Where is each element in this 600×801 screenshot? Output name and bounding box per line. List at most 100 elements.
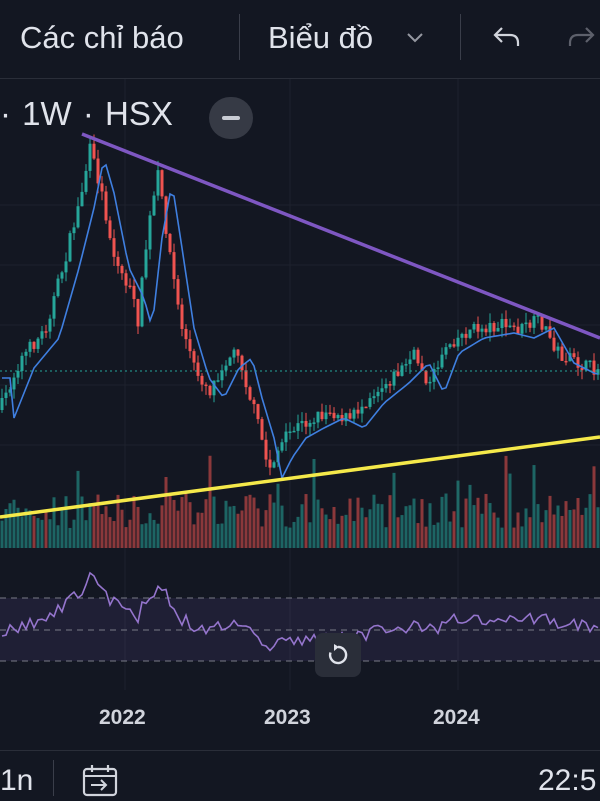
candle-body [492, 323, 496, 332]
candle-body [380, 388, 384, 392]
candle-body [532, 316, 536, 328]
toolbar-divider [460, 14, 461, 60]
candle-body [256, 404, 260, 420]
chart-type-button[interactable]: Biểu đồ [268, 20, 374, 55]
resistance-trendline[interactable] [81, 132, 600, 340]
volume-bar [516, 512, 520, 548]
volume-bar [448, 521, 452, 548]
volume-bar [164, 476, 168, 548]
symbol-legend[interactable]: · 1W · HSX [0, 95, 175, 133]
candle-body [120, 265, 124, 274]
volume-bar [244, 496, 248, 548]
calendar-goto-icon[interactable] [82, 763, 120, 797]
candle-body [84, 170, 88, 192]
volume-bar [520, 526, 524, 548]
candle-body [464, 333, 468, 338]
candle-body [572, 353, 576, 358]
candle-body [356, 409, 360, 414]
volume-bar [116, 494, 120, 548]
candle-body [548, 326, 552, 338]
candle-body [80, 191, 84, 207]
candle-body [312, 422, 316, 424]
volume-bar [424, 526, 428, 548]
candle-body [188, 339, 192, 352]
volume-bar [104, 506, 108, 548]
volume-bar [268, 494, 272, 548]
volume-bar [64, 496, 68, 548]
candle-body [432, 368, 436, 382]
volume-bar [124, 527, 128, 548]
volume-bar [60, 507, 64, 548]
candle-body [452, 344, 456, 347]
volume-bar [100, 514, 104, 548]
bottombar-divider [53, 760, 54, 796]
chevron-down-icon[interactable] [406, 32, 424, 44]
volume-bar [564, 501, 568, 548]
candle-body [196, 362, 200, 376]
volume-bar [180, 497, 184, 548]
volume-bar [276, 483, 280, 548]
candle-body [564, 360, 568, 363]
candle-body [12, 377, 16, 390]
support-trendline[interactable] [0, 435, 600, 519]
volume-bar [56, 525, 60, 548]
volume-bar [236, 513, 240, 548]
volume-bar [140, 524, 144, 548]
candle-body [344, 413, 348, 422]
volume-bar [36, 518, 40, 548]
candle-body [460, 333, 464, 338]
candle-body [392, 371, 396, 386]
volume-bar [40, 519, 44, 548]
redo-icon[interactable] [566, 24, 596, 50]
volume-bar [252, 497, 256, 548]
candle-body [444, 347, 448, 355]
volume-bar [0, 520, 4, 548]
candle-body [184, 328, 188, 340]
undo-icon[interactable] [492, 24, 522, 50]
collapse-legend-button[interactable] [209, 97, 253, 139]
volume-bar [592, 466, 596, 548]
volume-bar [272, 502, 276, 548]
candle-body [124, 273, 128, 286]
legend-separator: · [0, 95, 11, 132]
candle-body [516, 326, 520, 334]
candle-body [176, 279, 180, 305]
clock-time: 22:5 [538, 764, 597, 797]
indicators-button[interactable]: Các chỉ báo [20, 20, 184, 55]
candle-body [512, 325, 516, 328]
candle-body [248, 387, 252, 400]
chart-canvas[interactable] [0, 79, 600, 749]
volume-bar [324, 514, 328, 548]
candle-body [520, 323, 524, 334]
volume-bar [264, 510, 268, 548]
candle-body [412, 349, 416, 360]
reset-icon [328, 644, 348, 665]
candle-body [168, 233, 172, 253]
candle-body [24, 351, 28, 356]
candle-body [284, 431, 288, 443]
volume-bar [284, 526, 288, 548]
volume-bar [572, 509, 576, 548]
volume-bar [260, 526, 264, 548]
candle-body [20, 355, 24, 371]
candle-body [152, 195, 156, 216]
volume-bar [32, 515, 36, 548]
volume-bar [440, 496, 444, 548]
volume-bar [396, 517, 400, 548]
volume-bar [200, 512, 204, 548]
candle-body [324, 412, 328, 420]
volume-bar [44, 509, 48, 548]
volume-bar [512, 527, 516, 548]
candle-body [472, 324, 476, 330]
reset-chart-button[interactable] [315, 633, 361, 677]
candle-body [456, 337, 460, 347]
candle-body [308, 422, 312, 427]
volume-bar [304, 494, 308, 548]
range-button[interactable]: 1n [0, 764, 34, 797]
candle-body [144, 249, 148, 278]
volume-bar [220, 523, 224, 548]
candle-body [408, 359, 412, 365]
x-axis-label-2024: 2024 [433, 706, 480, 729]
candle-body [48, 318, 52, 332]
candle-body [104, 191, 108, 221]
